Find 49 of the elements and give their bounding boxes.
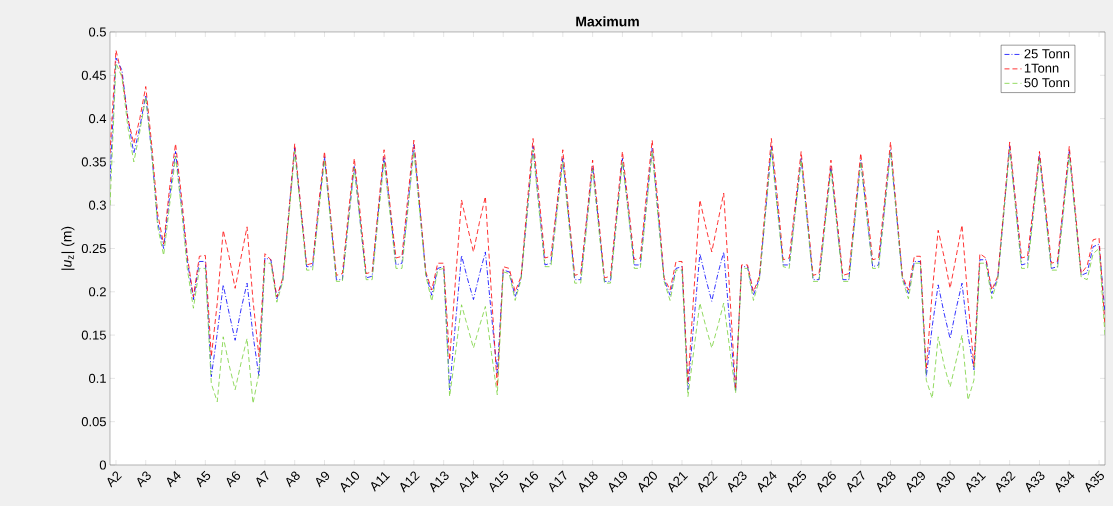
- y-tick-label: 0.35: [81, 157, 106, 167]
- x-tick-label: A5: [196, 470, 211, 488]
- x-tick-label: A10: [340, 471, 360, 493]
- x-tick-label: A13: [430, 471, 449, 493]
- x-tick-label: A9: [315, 471, 330, 488]
- x-tick-label: A7: [256, 470, 269, 488]
- x-tick-label: A12: [400, 471, 420, 493]
- y-tick-label: 0.1: [88, 373, 106, 383]
- y-tick-label: 0.4: [88, 114, 107, 124]
- x-tick-label: A30: [936, 471, 955, 493]
- x-tick-label: A26: [817, 471, 836, 493]
- x-tick-label: A21: [668, 472, 688, 493]
- x-tick-label: A20: [638, 471, 657, 493]
- y-tick-label: 0.45: [81, 70, 106, 80]
- y-tick-label: 0.25: [81, 243, 106, 254]
- x-tick-label: A18: [579, 471, 598, 493]
- x-tick-label: A8: [286, 471, 300, 488]
- x-tick-label: A19: [608, 471, 628, 493]
- chart-title: Maximum: [576, 16, 639, 27]
- x-tick-label: A35: [1085, 470, 1104, 493]
- x-tick-label: A32: [996, 471, 1016, 493]
- x-tick-label: A2: [107, 471, 122, 488]
- x-tick-label: A24: [757, 471, 777, 493]
- y-tick-label: 0.5: [88, 27, 106, 37]
- legend-label: 50 Tonn: [1024, 78, 1070, 88]
- x-tick-label: A25: [787, 470, 807, 493]
- x-tick-label: A22: [698, 471, 718, 493]
- x-tick-label: A4: [166, 471, 181, 488]
- y-tick-label: 0: [99, 460, 106, 470]
- x-tick-label: A28: [876, 471, 896, 493]
- x-tick-label: A34: [1055, 471, 1075, 493]
- x-tick-label: A3: [137, 471, 151, 488]
- y-tick-label: 0.2: [88, 287, 106, 297]
- x-tick-label: A23: [727, 471, 747, 493]
- y-axis-title: |u$_{z}$| (m): [61, 226, 75, 270]
- x-tick-label: A17: [549, 470, 567, 493]
- y-tick-label: 0.15: [81, 330, 106, 340]
- legend-label: 1Tonn: [1024, 63, 1059, 73]
- x-tick-label: A11: [371, 471, 390, 492]
- legend-label: 25 Tonn: [1024, 49, 1070, 59]
- x-tick-label: A33: [1025, 471, 1045, 493]
- y-tick-label: 0.3: [88, 200, 106, 210]
- y-tick-label: 0.05: [81, 417, 106, 427]
- x-tick-label: A29: [906, 471, 925, 493]
- x-tick-label: A6: [226, 471, 241, 488]
- x-tick-label: A31: [966, 472, 986, 493]
- x-tick-label: A14: [459, 471, 479, 493]
- x-tick-label: A15: [489, 470, 509, 493]
- x-tick-label: A16: [519, 471, 539, 493]
